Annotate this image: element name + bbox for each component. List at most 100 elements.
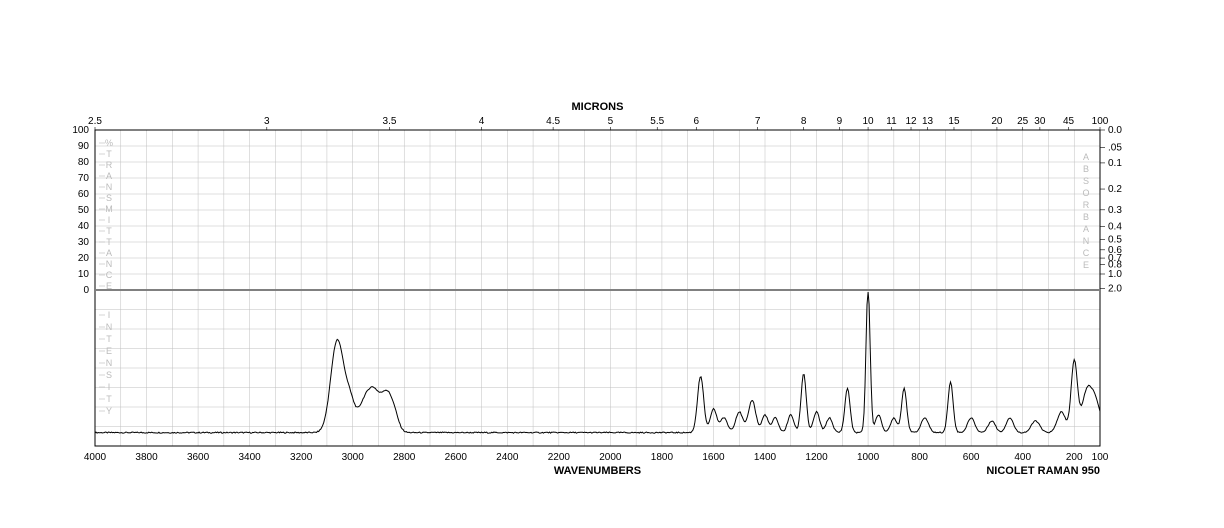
ytick-right: 1.0 — [1108, 269, 1122, 280]
ytick-right: 0.5 — [1108, 234, 1122, 245]
right-vert-label-char: A — [1083, 152, 1089, 162]
intensity-label-char: Y — [106, 406, 112, 416]
left-vert-label-char: T — [106, 226, 112, 236]
ytick-right: 0.1 — [1108, 158, 1122, 169]
ytick-left: 100 — [72, 125, 89, 136]
left-vert-label-char: E — [106, 281, 112, 291]
spectrum-svg: 01020304050607080901000.0.050.10.20.30.4… — [0, 0, 1224, 528]
left-vert-label-char: T — [106, 149, 112, 159]
intensity-label-char: E — [106, 346, 112, 356]
xtick-bottom: 1400 — [754, 452, 777, 463]
ytick-right: 2.0 — [1108, 283, 1122, 294]
xtick-bottom: 3000 — [342, 452, 365, 463]
left-vert-label-char: M — [105, 204, 113, 214]
ytick-right: 0.2 — [1108, 184, 1122, 195]
xtick-top: 9 — [837, 116, 843, 127]
left-vert-label-char: R — [106, 160, 113, 170]
ytick-right: 0.3 — [1108, 205, 1122, 216]
xtick-bottom: 400 — [1014, 452, 1031, 463]
ytick-right: 0.4 — [1108, 221, 1122, 232]
intensity-label-char: T — [106, 334, 112, 344]
intensity-label-char: S — [106, 370, 112, 380]
xtick-bottom: 1000 — [857, 452, 880, 463]
xtick-bottom: 2200 — [548, 452, 571, 463]
xtick-top: 13 — [922, 116, 934, 127]
ytick-left: 90 — [78, 141, 90, 152]
ytick-left: 40 — [78, 221, 90, 232]
ytick-right: .05 — [1108, 142, 1122, 153]
ytick-right: 0.0 — [1108, 125, 1122, 136]
ytick-left: 80 — [78, 157, 90, 168]
xtick-top: 5 — [608, 116, 614, 127]
xtick-bottom: 1200 — [805, 452, 828, 463]
xtick-top: 10 — [863, 116, 875, 127]
xtick-bottom: 2600 — [445, 452, 468, 463]
spectrum-page: 01020304050607080901000.0.050.10.20.30.4… — [0, 0, 1224, 528]
xtick-top: 2.5 — [88, 116, 102, 127]
top-axis-title: MICRONS — [572, 101, 624, 113]
xtick-top: 12 — [905, 116, 917, 127]
plot-bg — [95, 130, 1100, 446]
xtick-bottom: 3400 — [238, 452, 261, 463]
bottom-axis-title: WAVENUMBERS — [554, 465, 641, 477]
ytick-left: 50 — [78, 205, 90, 216]
xtick-bottom: 200 — [1066, 452, 1083, 463]
xtick-top: 4.5 — [546, 116, 560, 127]
xtick-bottom: 600 — [963, 452, 980, 463]
left-vert-label-char: S — [106, 193, 112, 203]
left-vert-label-char: T — [106, 237, 112, 247]
ytick-left: 70 — [78, 173, 90, 184]
xtick-top: 3.5 — [383, 116, 397, 127]
xtick-top: 8 — [801, 116, 807, 127]
ytick-left: 30 — [78, 237, 90, 248]
right-vert-label-char: O — [1082, 188, 1089, 198]
left-vert-label-char: A — [106, 171, 112, 181]
xtick-top: 11 — [886, 116, 897, 127]
left-vert-label-char: C — [106, 270, 113, 280]
xtick-top: 6 — [694, 116, 700, 127]
right-vert-label-char: S — [1083, 176, 1089, 186]
left-vert-label-char: I — [108, 215, 111, 225]
xtick-bottom: 3600 — [187, 452, 210, 463]
xtick-top: 5.5 — [650, 116, 664, 127]
intensity-label-char: N — [106, 358, 113, 368]
left-vert-label-char: A — [106, 248, 112, 258]
xtick-bottom: 100 — [1092, 452, 1109, 463]
right-vert-label-char: B — [1083, 212, 1089, 222]
ytick-left: 10 — [78, 269, 90, 280]
intensity-label-char: T — [106, 394, 112, 404]
xtick-bottom: 2400 — [496, 452, 519, 463]
xtick-bottom: 3800 — [135, 452, 158, 463]
xtick-top: 20 — [991, 116, 1003, 127]
right-vert-label-char: C — [1083, 248, 1090, 258]
right-vert-label-char: A — [1083, 224, 1089, 234]
xtick-top: 15 — [948, 116, 960, 127]
xtick-bottom: 3200 — [290, 452, 313, 463]
xtick-top: 4 — [479, 116, 485, 127]
xtick-top: 45 — [1063, 116, 1075, 127]
left-vert-label-char: N — [106, 182, 113, 192]
ytick-left: 0 — [83, 285, 89, 296]
left-vert-label-char: % — [105, 138, 113, 148]
xtick-bottom: 2800 — [393, 452, 416, 463]
xtick-top: 100 — [1092, 116, 1109, 127]
xtick-top: 3 — [264, 116, 270, 127]
right-vert-label-char: B — [1083, 164, 1089, 174]
xtick-bottom: 800 — [911, 452, 928, 463]
ytick-left: 20 — [78, 253, 90, 264]
right-vert-label-char: N — [1083, 236, 1090, 246]
left-vert-label-char: N — [106, 259, 113, 269]
instrument-label: NICOLET RAMAN 950 — [986, 465, 1100, 477]
intensity-label-char: I — [108, 310, 111, 320]
xtick-bottom: 4000 — [84, 452, 107, 463]
intensity-label-char: I — [108, 382, 111, 392]
intensity-label-char: N — [106, 322, 113, 332]
xtick-top: 30 — [1034, 116, 1046, 127]
xtick-top: 25 — [1017, 116, 1029, 127]
right-vert-label-char: E — [1083, 260, 1089, 270]
xtick-bottom: 1600 — [702, 452, 725, 463]
xtick-top: 7 — [755, 116, 761, 127]
xtick-bottom: 1800 — [651, 452, 674, 463]
right-vert-label-char: R — [1083, 200, 1090, 210]
xtick-bottom: 2000 — [599, 452, 622, 463]
